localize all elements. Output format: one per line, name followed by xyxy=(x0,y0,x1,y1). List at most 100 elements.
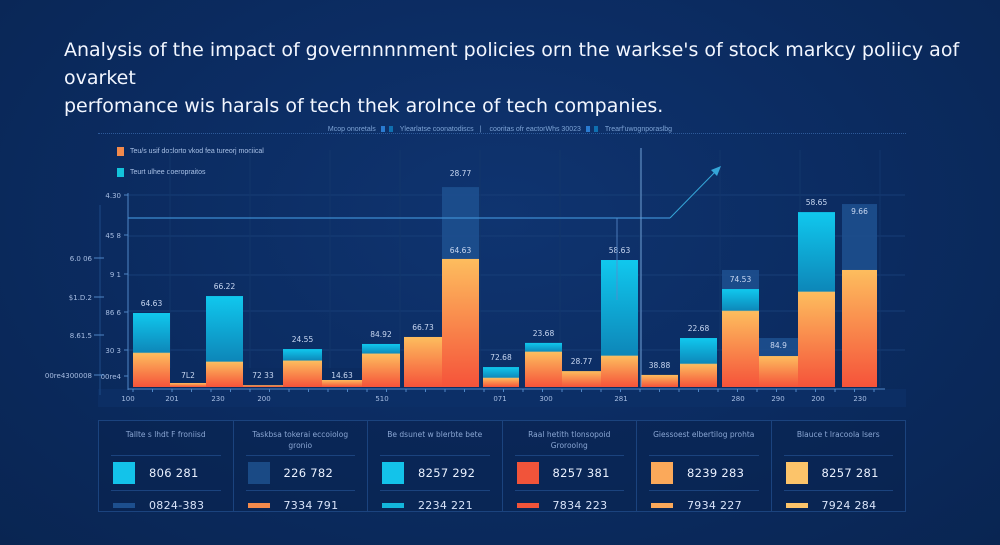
x-tick-label: 510 xyxy=(375,395,388,403)
bar-value-label: 28.77 xyxy=(571,357,593,366)
bar-group xyxy=(243,385,283,387)
chart-title: Analysis of the impact of governnnnment … xyxy=(64,36,964,120)
bar-group xyxy=(562,371,601,387)
y-tick-label: 45 8 xyxy=(105,232,121,240)
x-tick-label: 200 xyxy=(811,395,824,403)
card-divider xyxy=(783,490,893,491)
legend-label: Teu/s usif doclorto vkod fea tureorj moc… xyxy=(130,148,264,155)
card-bar-swatch xyxy=(113,502,135,508)
bar-value-label: 74.53 xyxy=(730,275,752,284)
card-primary-value: 226 782 xyxy=(283,466,334,480)
x-tick-label: 100 xyxy=(121,395,134,403)
bar-group xyxy=(362,343,400,387)
card-primary-value: 806 281 xyxy=(149,466,199,480)
bar-value-label: 23.68 xyxy=(533,329,555,338)
bar-cyan-segment xyxy=(133,313,170,354)
label-backdrop xyxy=(170,368,206,383)
card-secondary-value: 2234 221 xyxy=(418,498,473,512)
bar-orange-segment xyxy=(243,385,283,387)
header-legend-item: Trearf'uwognporaslbg xyxy=(604,126,673,133)
x-tick-label: 280 xyxy=(731,395,744,403)
legend-item-orange: Teu/s usif doclorto vkod fea tureorj moc… xyxy=(117,147,264,156)
card-swatch xyxy=(785,462,808,484)
bar-cyan-segment xyxy=(601,260,638,357)
card-title: Raal hetith tlonsopoid Groroolng xyxy=(528,430,611,450)
legend-marker-icon xyxy=(388,126,393,133)
card-primary-value: 8257 281 xyxy=(821,466,879,480)
y-tick-label: 30 3 xyxy=(105,347,121,355)
x-tick-label: 230 xyxy=(853,395,866,403)
bar-orange-segment xyxy=(798,292,835,387)
card-divider xyxy=(649,490,759,491)
trend-arrow-icon xyxy=(711,166,721,176)
bar-value-label: 9.66 xyxy=(851,207,868,216)
header-legend-item: cooritas ofr eactorWhs 30023 xyxy=(489,126,581,133)
bar-cyan-segment xyxy=(206,296,243,362)
card-divider xyxy=(380,455,490,456)
summary-card: Blauce t lracoola lsers 8257 281 7924 28… xyxy=(772,421,906,512)
y-tick-label-outer: 00re4300008 xyxy=(45,372,92,380)
card-secondary-row: 7924 284 xyxy=(780,493,898,517)
title-line-1: Analysis of the impact of governnnnment … xyxy=(64,39,960,89)
title-line-2: perfomance wis harals of tech thek aroIn… xyxy=(64,95,664,117)
card-primary-row: 806 281 xyxy=(107,458,225,488)
bar-value-label: 58.65 xyxy=(806,198,828,207)
bar-orange-segment xyxy=(206,361,243,387)
x-tick-label: 071 xyxy=(493,395,506,403)
card-secondary-value: 7934 227 xyxy=(687,498,742,512)
bar-value-label: 28.77 xyxy=(450,169,472,178)
bar-orange-segment xyxy=(322,380,362,387)
card-swatch xyxy=(382,462,404,484)
bar-cyan-segment xyxy=(798,212,835,293)
bar-value-label: 66.73 xyxy=(412,323,434,332)
bar-group xyxy=(133,313,170,387)
bar-value-label: 64.63 xyxy=(141,299,163,308)
bar-orange-segment xyxy=(483,378,519,387)
bar-cyan-segment xyxy=(283,349,322,361)
card-primary-value: 8257 381 xyxy=(552,466,610,480)
bar-group xyxy=(842,204,877,387)
bar-group xyxy=(798,212,835,387)
card-bar-swatch xyxy=(651,502,673,508)
bar-value-label: 58.63 xyxy=(609,246,631,255)
bar-orange-segment xyxy=(170,382,206,387)
summary-card: Be dsunet w blerbte bete 8257 292 2234 2… xyxy=(368,421,503,512)
card-divider xyxy=(649,455,759,456)
bar-value-label: 14.63 xyxy=(331,371,353,380)
card-divider xyxy=(111,490,221,491)
bar-group xyxy=(322,380,362,387)
bar-group xyxy=(641,374,678,387)
x-tick-label: 281 xyxy=(614,395,627,403)
card-swatch xyxy=(113,462,135,484)
card-primary-row: 8257 281 xyxy=(780,458,898,488)
bar-cyan-segment xyxy=(680,338,717,365)
card-primary-row: 8239 283 xyxy=(645,458,763,488)
y-tick-label: 86 6 xyxy=(105,309,121,317)
bar-value-label: 84.92 xyxy=(370,330,392,339)
y-tick-label: 9 1 xyxy=(110,271,121,279)
summary-card: Raal hetith tlonsopoid Groroolng 8257 38… xyxy=(503,421,637,512)
legend-marker-icon xyxy=(593,126,598,133)
card-title: Giessoest elbertilog prohta xyxy=(653,430,755,439)
card-secondary-value: 7924 284 xyxy=(821,498,877,512)
bar-orange-segment xyxy=(283,360,322,387)
card-divider xyxy=(783,455,893,456)
bar-orange-segment xyxy=(362,353,400,387)
card-primary-row: 226 782 xyxy=(242,458,360,488)
card-divider xyxy=(245,490,355,491)
card-secondary-row: 7934 227 xyxy=(645,493,763,517)
bar-value-label: 64.63 xyxy=(450,246,472,255)
panel-top-divider xyxy=(98,133,906,134)
bar-orange-segment xyxy=(722,311,759,387)
card-primary-row: 8257 292 xyxy=(376,458,494,488)
summary-card: Tallte s lhdt F froniisd 806 281 0824-38… xyxy=(99,421,234,512)
card-bar-swatch xyxy=(247,502,270,508)
legend-label: Teurt ulhee ooeropraitos xyxy=(130,169,206,176)
card-primary-row: 8257 381 xyxy=(511,458,629,488)
card-title: Tallte s lhdt F froniisd xyxy=(125,430,206,439)
card-swatch xyxy=(516,462,539,484)
bar-orange-segment xyxy=(562,371,601,387)
card-secondary-value: 0824-383 xyxy=(149,498,205,512)
bar-group xyxy=(404,336,442,387)
bar-orange-segment xyxy=(680,364,717,387)
